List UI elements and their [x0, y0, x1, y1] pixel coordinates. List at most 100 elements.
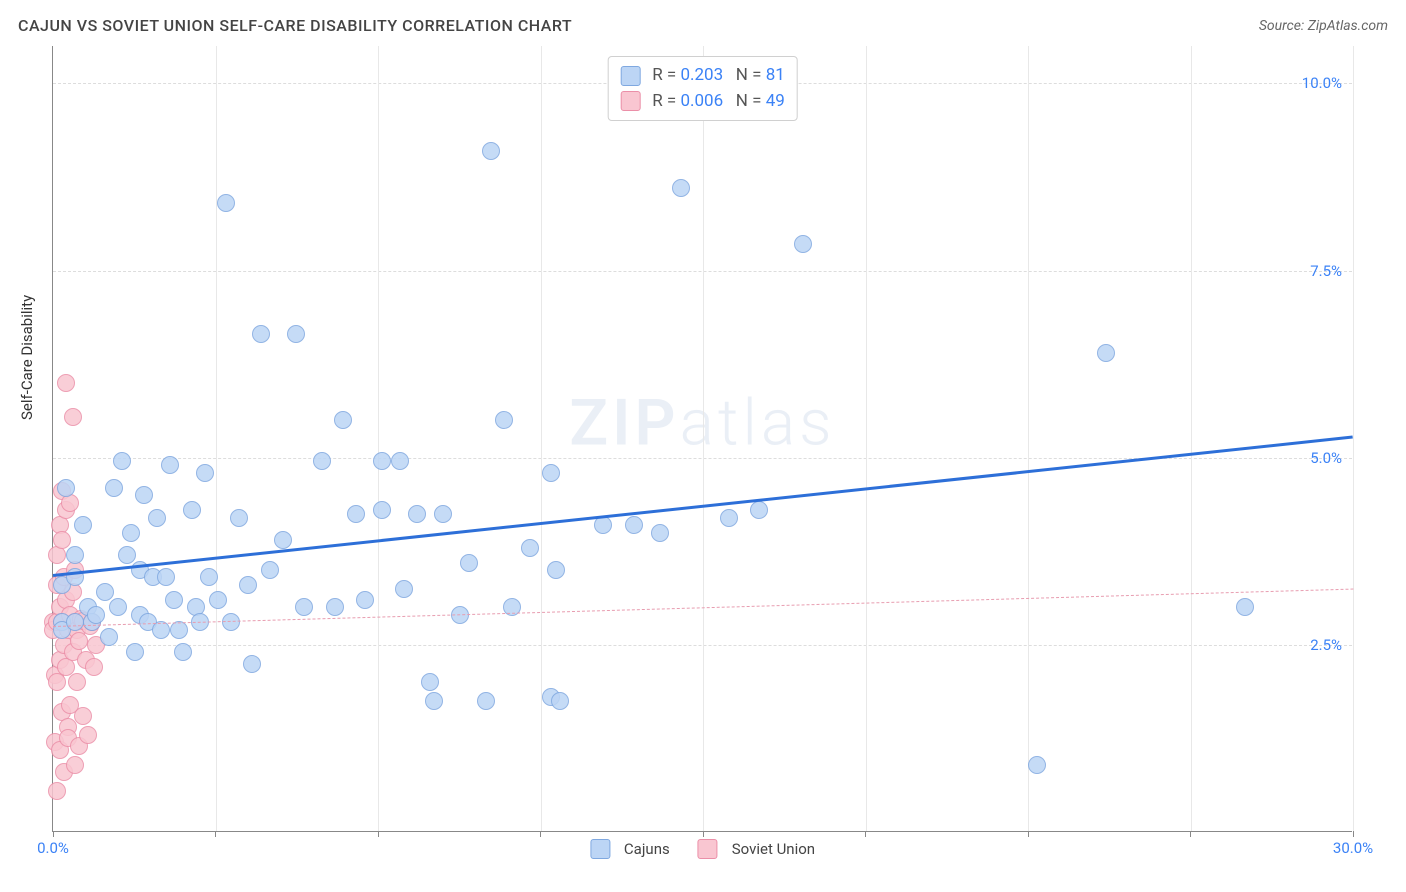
scatter-point [542, 464, 560, 482]
gridline-v [866, 46, 867, 831]
scatter-point [625, 516, 643, 534]
scatter-point [66, 546, 84, 564]
legend-correlation: R = 0.203 N = 81R = 0.006 N = 49 [607, 56, 798, 121]
scatter-point [287, 325, 305, 343]
y-axis-label: Self-Care Disability [18, 295, 36, 420]
scatter-point [347, 505, 365, 523]
scatter-point [183, 501, 201, 519]
chart-source: Source: ZipAtlas.com [1259, 18, 1388, 34]
scatter-point [161, 456, 179, 474]
legend-swatch [698, 839, 718, 859]
scatter-point [68, 673, 86, 691]
scatter-point [165, 591, 183, 609]
scatter-point [334, 411, 352, 429]
scatter-point [750, 501, 768, 519]
scatter-point [70, 632, 88, 650]
legend-series: Cajuns Soviet Union [590, 839, 815, 859]
scatter-point [96, 583, 114, 601]
scatter-point [1236, 598, 1254, 616]
y-tick-label: 10.0% [1302, 74, 1342, 92]
legend-row: R = 0.203 N = 81 [620, 63, 785, 89]
x-tick [1028, 831, 1029, 837]
legend-swatch [620, 66, 640, 86]
scatter-point [74, 516, 92, 534]
legend-row: R = 0.006 N = 49 [620, 89, 785, 115]
scatter-point [425, 692, 443, 710]
scatter-point [126, 643, 144, 661]
gridline-v [1028, 46, 1029, 831]
scatter-point [261, 561, 279, 579]
legend-item: Cajuns [590, 839, 670, 859]
scatter-point [100, 628, 118, 646]
scatter-point [66, 613, 84, 631]
scatter-point [482, 142, 500, 160]
x-tick [215, 831, 216, 837]
gridline-v [703, 46, 704, 831]
scatter-point [551, 692, 569, 710]
scatter-point [53, 531, 71, 549]
scatter-point [222, 613, 240, 631]
scatter-point [395, 580, 413, 598]
scatter-point [356, 591, 374, 609]
scatter-point [313, 452, 331, 470]
scatter-point [57, 374, 75, 392]
x-tick-label: 30.0% [1333, 839, 1373, 857]
chart-title: CAJUN VS SOVIET UNION SELF-CARE DISABILI… [18, 16, 572, 35]
scatter-point [230, 509, 248, 527]
scatter-point [391, 452, 409, 470]
scatter-point [87, 606, 105, 624]
scatter-point [209, 591, 227, 609]
x-tick-label: 0.0% [37, 839, 69, 857]
scatter-point [326, 598, 344, 616]
gridline-v [1191, 46, 1192, 831]
legend-label: Soviet Union [732, 840, 815, 858]
scatter-point [521, 539, 539, 557]
scatter-point [477, 692, 495, 710]
y-tick-label: 7.5% [1310, 262, 1342, 280]
legend-item: Soviet Union [698, 839, 815, 859]
scatter-point [217, 194, 235, 212]
scatter-point [85, 658, 103, 676]
scatter-point [74, 707, 92, 725]
chart-plot-area: ZIPatlas 2.5%5.0%7.5%10.0%0.0%30.0%R = 0… [52, 46, 1352, 832]
gridline-v [378, 46, 379, 831]
scatter-point [373, 501, 391, 519]
scatter-point [720, 509, 738, 527]
y-tick-label: 2.5% [1310, 636, 1342, 654]
chart-header: CAJUN VS SOVIET UNION SELF-CARE DISABILI… [18, 16, 1388, 35]
scatter-point [66, 756, 84, 774]
legend-stats: R = 0.203 N = 81 [652, 63, 785, 89]
scatter-point [174, 643, 192, 661]
scatter-point [651, 524, 669, 542]
x-tick [53, 831, 54, 837]
y-tick-label: 5.0% [1310, 449, 1342, 467]
scatter-point [460, 554, 478, 572]
scatter-point [547, 561, 565, 579]
scatter-point [57, 479, 75, 497]
scatter-point [672, 179, 690, 197]
scatter-point [113, 452, 131, 470]
scatter-point [200, 568, 218, 586]
scatter-point [794, 235, 812, 253]
scatter-point [408, 505, 426, 523]
legend-swatch [590, 839, 610, 859]
scatter-point [64, 408, 82, 426]
gridline-v [541, 46, 542, 831]
scatter-point [157, 568, 175, 586]
legend-stats: R = 0.006 N = 49 [652, 89, 785, 115]
scatter-point [1028, 756, 1046, 774]
scatter-point [135, 486, 153, 504]
scatter-point [252, 325, 270, 343]
x-tick [1353, 831, 1354, 837]
scatter-point [1097, 344, 1115, 362]
scatter-point [295, 598, 313, 616]
gridline-v [216, 46, 217, 831]
scatter-point [274, 531, 292, 549]
scatter-point [421, 673, 439, 691]
scatter-point [239, 576, 257, 594]
x-tick [378, 831, 379, 837]
scatter-point [196, 464, 214, 482]
scatter-point [122, 524, 140, 542]
scatter-point [109, 598, 127, 616]
scatter-point [495, 411, 513, 429]
